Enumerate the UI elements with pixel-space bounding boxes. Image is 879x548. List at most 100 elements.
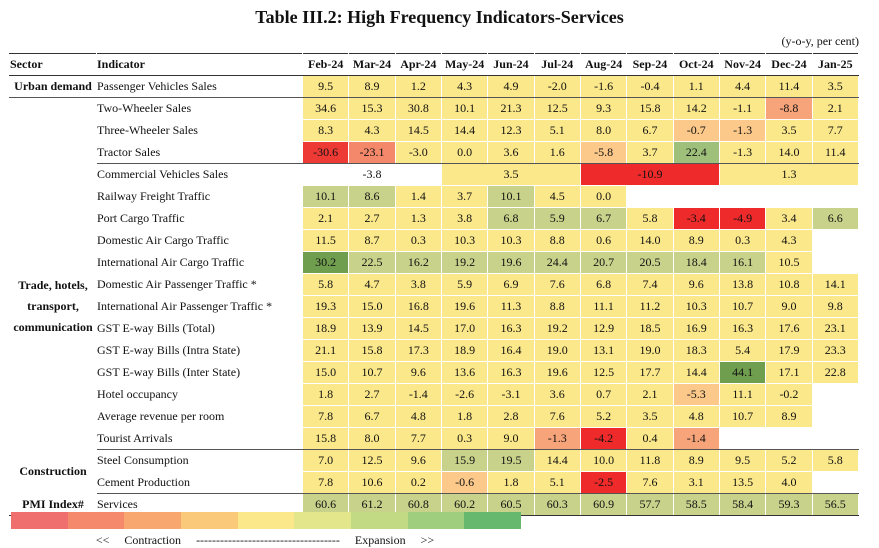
value-cell: 59.3 xyxy=(765,493,813,516)
indicator-label: Domestic Air Cargo Traffic xyxy=(96,229,303,252)
value-cell: 8.9 xyxy=(672,229,720,252)
value-cell: 6.7 xyxy=(626,119,674,142)
value-cell: 3.7 xyxy=(440,185,489,208)
value-cell: 1.8 xyxy=(440,405,489,428)
value-cell: 5.4 xyxy=(718,339,767,362)
header-month: Aug-24 xyxy=(579,53,628,76)
value-cell: 15.0 xyxy=(348,295,396,318)
value-cell: -1.4 xyxy=(672,427,720,450)
value-cell: 19.2 xyxy=(440,251,489,274)
value-cell: 16.9 xyxy=(672,317,720,340)
value-cell: -23.1 xyxy=(348,141,396,164)
table-row: Tractor Sales -30.6 -23.1 -3.0 0.0 3.6 1.6 -5.8… xyxy=(10,141,859,164)
indicator-label: Steel Consumption xyxy=(96,449,303,472)
value-cell: 17.7 xyxy=(626,361,674,384)
value-cell: 15.8 xyxy=(626,97,674,120)
value-cell: 4.0 xyxy=(765,471,813,494)
value-cell: 2.7 xyxy=(348,383,396,406)
value-cell: 1.3 xyxy=(718,163,859,186)
value-cell: 6.6 xyxy=(811,207,859,230)
value-cell: 2.1 xyxy=(811,97,859,120)
header-month: Mar-24 xyxy=(348,53,396,76)
value-cell: 14.5 xyxy=(394,119,442,142)
value-cell: 7.6 xyxy=(533,273,581,296)
header-month: May-24 xyxy=(440,53,489,76)
value-cell: 1.1 xyxy=(672,75,720,98)
value-cell: 9.0 xyxy=(765,295,813,318)
value-cell: 7.7 xyxy=(394,427,442,450)
value-cell: 4.8 xyxy=(672,405,720,428)
value-cell: 8.0 xyxy=(579,119,628,142)
value-cell: 30.8 xyxy=(394,97,442,120)
value-cell: 6.7 xyxy=(579,207,628,230)
value-cell: 0.2 xyxy=(394,471,442,494)
value-cell: 2.1 xyxy=(301,207,350,230)
indicator-label: Hotel occupancy xyxy=(96,383,303,406)
value-cell: 5.8 xyxy=(626,207,674,230)
value-cell: 15.8 xyxy=(348,339,396,362)
legend-swatch xyxy=(464,512,522,529)
value-cell: 58.5 xyxy=(672,493,720,516)
value-cell: -3.4 xyxy=(672,207,720,230)
value-cell: 8.0 xyxy=(348,427,396,450)
value-cell: 6.7 xyxy=(348,405,396,428)
value-cell: 3.1 xyxy=(672,471,720,494)
scale-expansion: Expansion xyxy=(354,533,406,547)
table-row: GST E-way Bills (Total) 18.9 13.9 14.5 17.0 1… xyxy=(10,317,859,340)
value-cell: 13.6 xyxy=(440,361,489,384)
value-cell: 60.9 xyxy=(579,493,628,516)
value-cell: 3.8 xyxy=(394,273,442,296)
value-cell: -5.8 xyxy=(579,141,628,164)
value-cell: 9.5 xyxy=(718,449,767,472)
indicator-label: Two-Wheeler Sales xyxy=(96,97,303,120)
value-cell: 21.1 xyxy=(301,339,350,362)
header-month: Oct-24 xyxy=(672,53,720,76)
value-cell: 17.1 xyxy=(765,361,813,384)
legend-swatch xyxy=(237,512,295,529)
value-cell: 10.7 xyxy=(718,295,767,318)
value-cell: 15.3 xyxy=(348,97,396,120)
value-cell: 9.6 xyxy=(672,273,720,296)
value-cell: 60.6 xyxy=(301,493,350,516)
value-cell: 18.9 xyxy=(440,339,489,362)
value-cell: 7.6 xyxy=(533,405,581,428)
value-cell: -30.6 xyxy=(301,141,350,164)
value-cell: -4.2 xyxy=(579,427,628,450)
legend-swatch xyxy=(11,512,68,529)
value-cell: 6.9 xyxy=(487,273,535,296)
value-cell: -0.6 xyxy=(440,471,489,494)
value-cell: -0.7 xyxy=(672,119,720,142)
indicator-label: GST E-way Bills (Intra State) xyxy=(96,339,303,362)
value-cell: 10.6 xyxy=(348,471,396,494)
value-cell: 19.6 xyxy=(533,361,581,384)
value-cell: 8.7 xyxy=(348,229,396,252)
value-cell: 44.1 xyxy=(718,361,767,384)
value-cell: 15.9 xyxy=(440,449,489,472)
value-cell: 16.1 xyxy=(718,251,767,274)
value-cell: -2.5 xyxy=(579,471,628,494)
value-cell: 0.3 xyxy=(718,229,767,252)
table-row: International Air Cargo Traffic 30.2 22.5 1… xyxy=(10,251,859,274)
value-cell: 12.5 xyxy=(348,449,396,472)
value-cell xyxy=(811,471,859,494)
value-cell: 8.9 xyxy=(672,449,720,472)
value-cell: 23.3 xyxy=(811,339,859,362)
value-cell xyxy=(718,185,767,208)
value-cell: 4.9 xyxy=(487,75,535,98)
value-cell: 4.3 xyxy=(348,119,396,142)
value-cell: 0.0 xyxy=(579,185,628,208)
value-cell: 6.8 xyxy=(579,273,628,296)
indicator-label: Average revenue per room xyxy=(96,405,303,428)
value-cell: -2.0 xyxy=(533,75,581,98)
value-cell: 14.4 xyxy=(440,119,489,142)
value-cell: 10.8 xyxy=(765,273,813,296)
legend-swatch xyxy=(351,512,408,529)
table-row: PMI Index# Services 60.6 61.2 60.8 60.2 60.5 60… xyxy=(9,493,859,516)
value-cell: 13.8 xyxy=(718,273,767,296)
scale-contraction: Contraction xyxy=(124,533,182,547)
value-cell: 11.4 xyxy=(811,141,859,164)
color-scale-legend xyxy=(11,512,522,529)
sector-label: Trade, hotels, transport, communication xyxy=(9,163,97,450)
value-cell: 19.6 xyxy=(487,251,535,274)
value-cell: 7.7 xyxy=(811,119,859,142)
